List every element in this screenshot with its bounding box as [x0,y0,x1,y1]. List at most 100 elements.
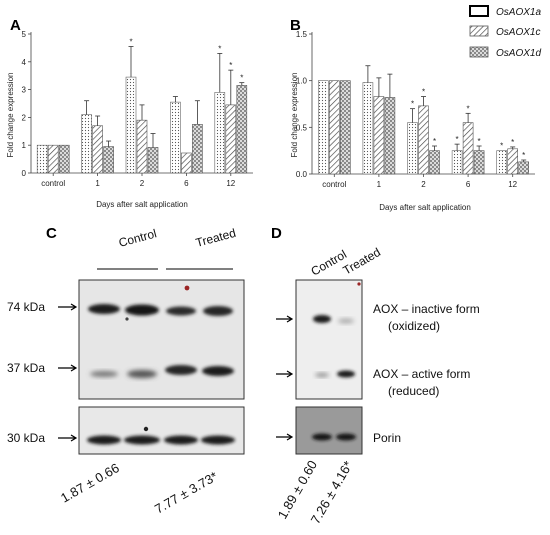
blot-c-loading [78,406,245,455]
legend-label-osaox1d: OsAOX1d [496,48,541,59]
blot-d-main [295,279,363,400]
band [90,371,118,377]
bar [92,125,103,174]
band-porin-treated [336,433,356,441]
y-tick-label: 0.0 [296,170,308,179]
x-tick-label: 1 [377,180,382,189]
significance-mark: * [218,44,221,53]
panel-a-y-axis-title: Fold change expression [6,73,15,158]
significance-mark: * [500,142,503,151]
band [164,435,198,445]
band [203,306,233,316]
arrow-inactive [276,315,294,323]
blot-c-main [78,279,245,400]
x-tick-label: 6 [466,180,471,189]
significance-mark: * [467,104,470,113]
bar [47,144,59,174]
band [124,435,160,445]
band [165,365,197,375]
x-tick-label: 12 [226,179,235,188]
bar [125,76,137,174]
bar [81,114,92,174]
bar [36,144,48,174]
arrow-active [276,370,294,378]
label-oxidized: (oxidized) [388,319,440,333]
marker-arrow-74kda [58,303,78,311]
label-aox-inactive: AOX – inactive form [373,302,480,316]
x-tick-label: 2 [421,180,426,189]
blot-artifact [143,426,149,432]
band [88,304,120,314]
band [87,435,121,445]
blot-artifact [357,282,361,286]
bar [384,97,396,175]
band [125,304,159,316]
panel-b-x-axis-title: Days after salt application [379,203,471,212]
significance-mark: * [522,151,525,160]
bar [170,101,181,174]
label-reduced: (reduced) [388,384,439,398]
legend: OsAOX1a OsAOX1c OsAOX1d [469,5,541,59]
y-tick-label: 0 [22,169,27,178]
x-tick-label: 12 [508,180,517,189]
bar [147,147,159,174]
band [166,306,196,316]
legend-label-osaox1a: OsAOX1a [496,7,541,18]
arrow-porin [276,433,294,441]
bar [462,122,474,175]
blot-d-porin [295,406,363,455]
bar [362,82,374,175]
bar [496,150,508,175]
bar [136,119,148,174]
marker-label-74kda: 74 kDa [7,300,45,314]
legend-swatch-osaox1d [469,46,489,58]
group-label-treated: Treated [194,226,237,250]
panel-letter-a: A [10,17,21,34]
legend-swatch-osaox1a [469,5,489,17]
bar [429,150,440,175]
band-inactive-control [313,315,331,323]
band-inactive-treated [338,318,354,324]
bar [418,105,429,175]
bar [451,150,463,175]
y-tick-label: 1.5 [296,30,308,39]
bar [328,80,340,175]
panel-b-bars: * * * * * * * * * [317,65,530,175]
bar [192,124,203,174]
panel-letter-d: D [271,225,282,242]
panel-b-y-axis-title: Fold change expression [290,73,299,158]
bar [507,148,519,175]
band-active-control [315,373,329,377]
x-tick-label: 1 [95,179,100,188]
panel-d: D Control Treated AOX – inactive form (o… [271,225,480,527]
band [201,435,235,445]
y-tick-label: 3 [22,86,27,95]
y-tick-label: 5 [22,30,27,39]
blot-c-bands-37kda [90,365,234,378]
significance-mark: * [240,74,243,83]
bar [103,146,114,174]
x-tick-label: control [41,179,65,188]
bar [339,80,351,175]
significance-mark: * [422,88,425,97]
label-porin: Porin [373,431,401,445]
bar [373,96,385,175]
panel-b: B Fold change expression 0.0 0.5 1.0 1.5 con… [290,17,535,212]
bar [214,92,226,174]
panel-c: C Control Treated 74 [7,225,245,517]
significance-mark: * [433,137,436,146]
y-tick-label: 0.5 [296,123,308,132]
significance-mark: * [129,38,132,47]
lane-label-control: Control [309,247,350,278]
significance-mark: * [456,135,459,144]
panel-a-x-axis-title: Days after salt application [96,200,188,209]
band-active-treated [337,370,355,378]
band [202,366,234,376]
marker-arrow-37kda [58,364,78,372]
panel-a-bars: * * * * [36,38,248,174]
marker-label-30kda: 30 kDa [7,431,45,445]
blot-c-bands-74kda [88,304,233,316]
bar [317,80,329,175]
